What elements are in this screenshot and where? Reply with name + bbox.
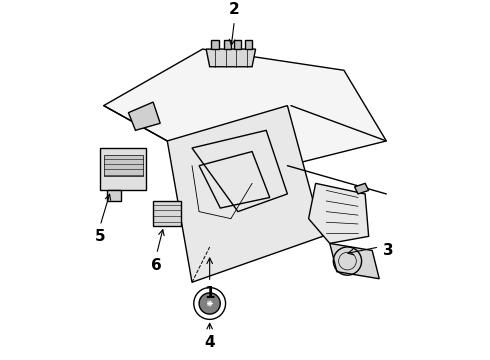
Text: 2: 2 [229, 2, 240, 17]
Text: 5: 5 [95, 229, 105, 244]
Circle shape [199, 293, 221, 314]
Polygon shape [128, 102, 160, 130]
Polygon shape [167, 105, 323, 282]
Polygon shape [234, 40, 242, 49]
Polygon shape [107, 190, 122, 201]
Polygon shape [245, 40, 252, 49]
Text: 4: 4 [204, 335, 215, 350]
Polygon shape [104, 49, 386, 166]
Text: 1: 1 [204, 286, 215, 301]
Polygon shape [153, 201, 181, 226]
Text: 6: 6 [151, 257, 162, 273]
Text: 3: 3 [383, 243, 393, 258]
Polygon shape [309, 183, 368, 243]
Polygon shape [211, 40, 219, 49]
Polygon shape [206, 49, 256, 67]
Polygon shape [355, 183, 368, 194]
Polygon shape [104, 155, 143, 176]
Polygon shape [330, 243, 379, 279]
Polygon shape [100, 148, 146, 190]
Polygon shape [224, 40, 231, 49]
